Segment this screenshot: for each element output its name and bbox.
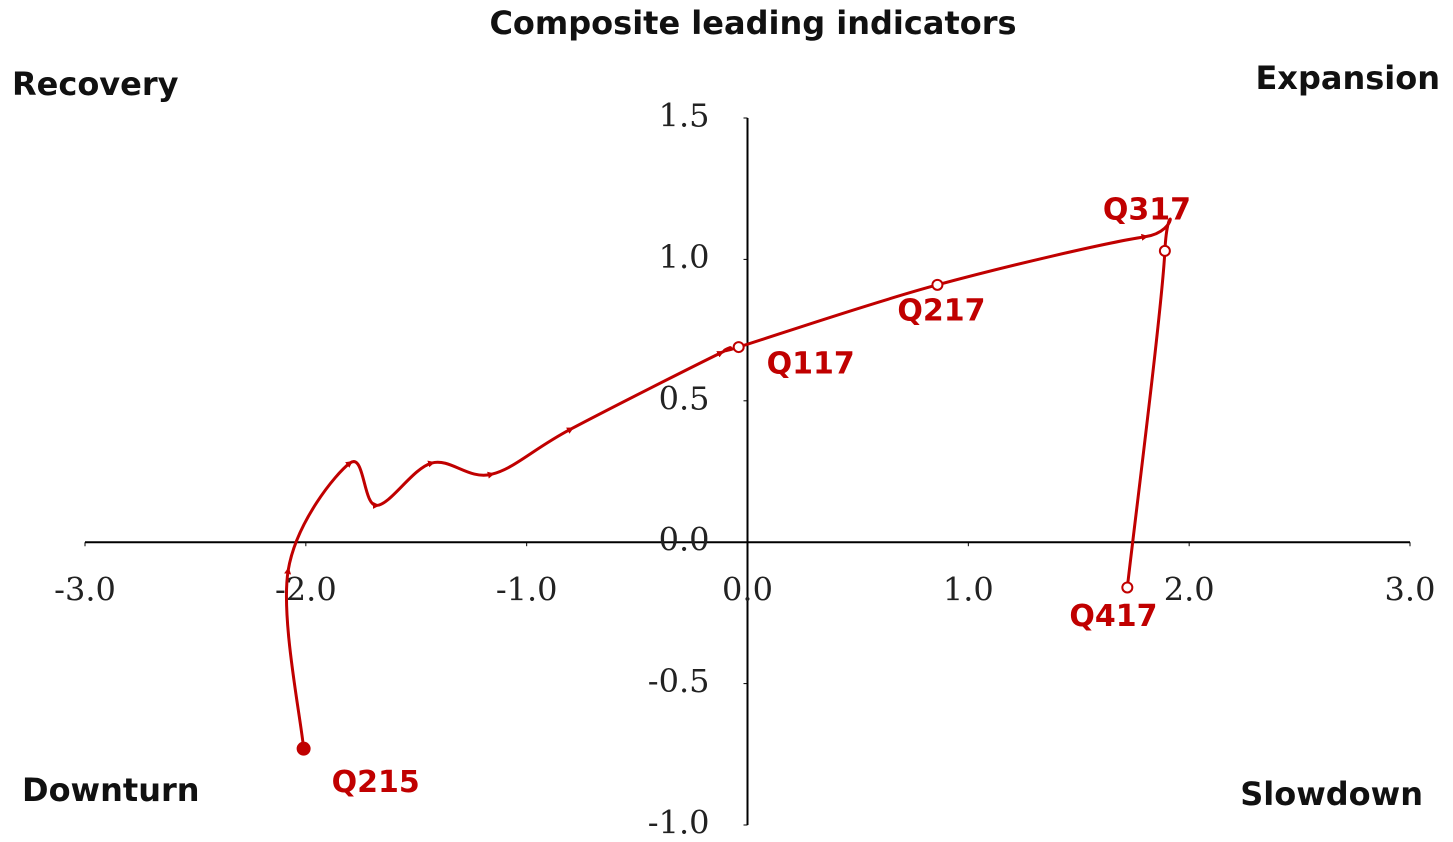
quadrant-label: Recovery <box>12 65 179 103</box>
point <box>732 341 745 354</box>
x-tick-label: 1.0 <box>943 571 994 609</box>
x-tick-label: 3.0 <box>1385 571 1436 609</box>
point-label: Q317 <box>1103 192 1191 227</box>
point-label: Q417 <box>1069 599 1157 634</box>
point-label: Q215 <box>332 765 420 800</box>
quadrant-label: Slowdown <box>1240 775 1423 813</box>
y-tick-label: 1.5 <box>659 97 710 135</box>
y-tick-label: 0.5 <box>659 379 710 417</box>
point-label: Q217 <box>897 293 985 328</box>
quadrant-label: Downturn <box>22 771 200 809</box>
point <box>1158 244 1171 257</box>
point <box>296 741 311 756</box>
y-tick-label: -0.5 <box>648 662 710 700</box>
x-tick-label: 0.0 <box>722 571 773 609</box>
point <box>931 278 944 291</box>
y-tick-label: 0.0 <box>659 521 710 559</box>
y-tick-label: 1.0 <box>659 238 710 276</box>
chart-title: Composite leading indicators <box>489 4 1016 42</box>
y-tick-label: -1.0 <box>648 804 710 842</box>
x-tick-label: 2.0 <box>1164 571 1215 609</box>
cycle-line <box>284 217 1172 749</box>
quadrant-label: Expansion <box>1255 59 1440 97</box>
x-tick-label: -3.0 <box>54 571 116 609</box>
x-tick-label: -1.0 <box>496 571 558 609</box>
x-tick-label: -2.0 <box>275 571 337 609</box>
point-label: Q117 <box>767 347 855 382</box>
point <box>1121 581 1134 594</box>
